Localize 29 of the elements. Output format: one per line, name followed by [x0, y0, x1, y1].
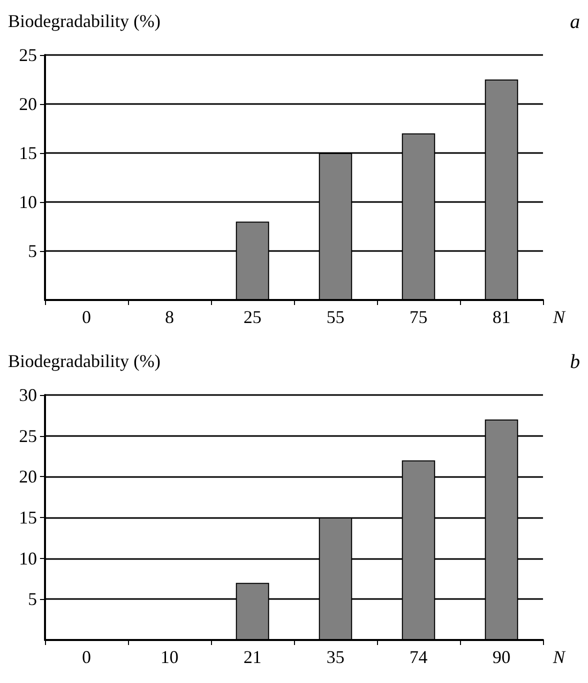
- x-tick-label: 0: [82, 647, 91, 667]
- x-axis-title: N: [552, 307, 566, 327]
- x-tick-label: 0: [82, 307, 91, 327]
- y-tick-label: 25: [19, 426, 37, 446]
- x-tick-label: 35: [326, 647, 344, 667]
- text: a: [570, 11, 580, 33]
- y-tick-label: 15: [19, 143, 37, 163]
- x-tick-label: 90: [492, 647, 510, 667]
- y-axis-title: Biodegradability (%): [8, 351, 160, 371]
- y-axis-title: Biodegradability (%): [8, 11, 160, 31]
- x-tick-label: 10: [160, 647, 178, 667]
- y-tick-label: 5: [28, 241, 37, 261]
- text: b: [570, 351, 580, 373]
- y-tick-label: 20: [19, 94, 37, 114]
- x-tick-label: 74: [410, 647, 428, 667]
- y-tick-label: 20: [19, 466, 37, 487]
- y-tick-label: 10: [19, 192, 37, 212]
- y-tick-label: 15: [19, 508, 37, 528]
- y-tick-label: 30: [19, 385, 37, 405]
- y-tick-label: 25: [19, 45, 37, 65]
- x-tick-label: 75: [410, 307, 428, 327]
- x-tick-label: 81: [492, 307, 510, 327]
- y-tick-label: 10: [19, 548, 37, 568]
- x-tick-label: 55: [326, 307, 344, 327]
- x-tick-label: 8: [165, 307, 174, 327]
- y-tick-label: 5: [28, 589, 37, 610]
- x-axis-title: N: [552, 647, 566, 667]
- x-tick-label: 25: [244, 307, 262, 327]
- x-tick-label: 21: [244, 647, 262, 667]
